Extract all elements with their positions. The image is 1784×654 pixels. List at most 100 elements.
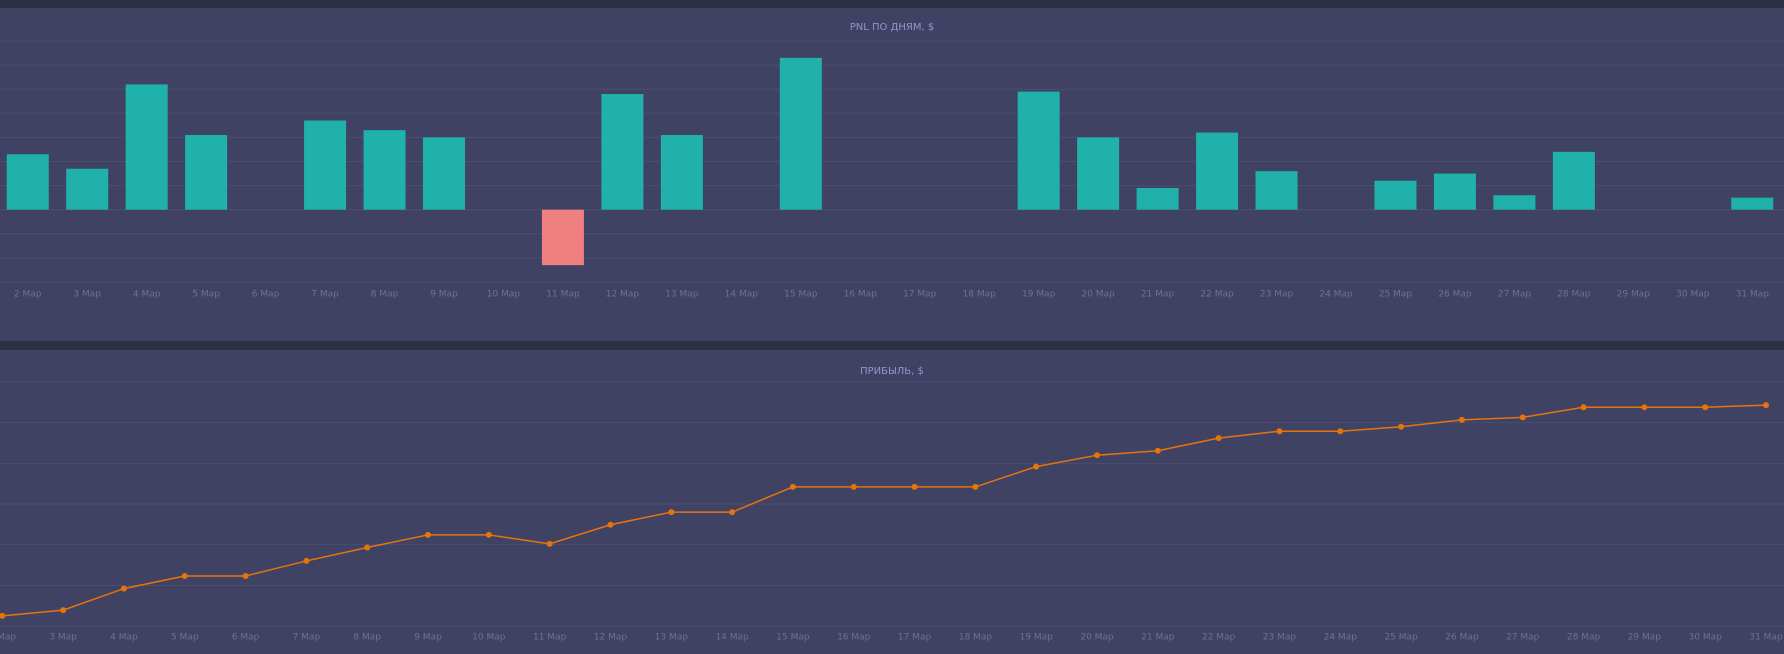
x-tick-label: 17 Мар <box>903 290 937 300</box>
x-tick-label: 31 Мар <box>1736 290 1770 300</box>
chart-title: ПРИБЫЛЬ, $ <box>860 366 924 377</box>
x-tick-label: 24 Мар <box>1324 633 1358 643</box>
x-tick-label: 9 Мар <box>414 633 442 643</box>
x-tick-label: 3 Мар <box>73 290 101 300</box>
bar <box>1433 173 1476 210</box>
x-tick-label: 31 Мар <box>1749 633 1783 643</box>
bar <box>125 84 168 210</box>
x-tick-label: 25 Мар <box>1379 290 1413 300</box>
point <box>607 521 614 528</box>
x-tick-label: 20 Мар <box>1081 290 1115 300</box>
point <box>1763 402 1769 409</box>
point <box>1094 452 1101 459</box>
x-tick-label: 8 Мар <box>371 290 399 300</box>
point <box>364 544 371 551</box>
x-tick-label: 15 Мар <box>784 290 818 300</box>
x-tick-label: 22 Мар <box>1200 290 1234 300</box>
x-tick-label: 5 Мар <box>171 633 199 643</box>
point <box>1215 435 1222 442</box>
x-tick-label: 30 Мар <box>1676 290 1710 300</box>
point <box>425 531 432 538</box>
x-tick-label: 30 Мар <box>1689 633 1723 643</box>
bar <box>1552 151 1595 210</box>
point <box>1398 423 1405 430</box>
bar <box>1493 195 1536 210</box>
x-tick-label: 15 Мар <box>776 633 810 643</box>
bar <box>1255 171 1298 210</box>
point <box>181 572 188 579</box>
bar <box>304 120 347 210</box>
point <box>972 483 979 490</box>
x-tick-label: 16 Мар <box>844 290 878 300</box>
x-tick-label: 23 Мар <box>1263 633 1297 643</box>
chart-title: PNL ПО ДНЯМ, $ <box>850 22 934 33</box>
x-tick-label: 13 Мар <box>655 633 689 643</box>
point <box>668 509 675 516</box>
point <box>242 572 249 579</box>
point <box>789 483 796 490</box>
x-tick-label: 28 Мар <box>1567 633 1601 643</box>
point <box>1580 404 1587 411</box>
point <box>911 483 918 490</box>
x-tick-label: 4 Мар <box>133 290 161 300</box>
x-tick-label: 29 Мар <box>1617 290 1651 300</box>
point <box>1702 404 1709 411</box>
x-tick-label: 29 Мар <box>1628 633 1662 643</box>
point <box>546 540 553 547</box>
x-tick-label: 2 Мар <box>14 290 42 300</box>
x-tick-label: 23 Мар <box>1260 290 1294 300</box>
x-tick-label: 3 Мар <box>49 633 77 643</box>
bar <box>423 137 465 210</box>
point <box>1519 414 1526 421</box>
bar <box>66 168 109 210</box>
line <box>2 404 1767 617</box>
x-tick-label: 12 Мар <box>606 290 640 300</box>
point <box>1033 463 1040 470</box>
x-tick-label: 26 Мар <box>1438 290 1472 300</box>
bar <box>601 94 644 210</box>
bar <box>541 209 584 266</box>
x-tick-label: 16 Мар <box>837 633 871 643</box>
x-tick-label: 5 Мар <box>192 290 220 300</box>
bar <box>185 134 228 210</box>
x-tick-label: 14 Мар <box>715 633 749 643</box>
x-tick-label: 20 Мар <box>1080 633 1114 643</box>
x-tick-label: 6 Мар <box>252 290 280 300</box>
panel <box>0 8 1784 341</box>
x-tick-label: 14 Мар <box>725 290 759 300</box>
bar <box>1017 91 1060 210</box>
point <box>729 509 736 516</box>
bar <box>363 130 406 210</box>
x-tick-label: 4 Мар <box>110 633 138 643</box>
x-tick-label: 26 Мар <box>1445 633 1479 643</box>
x-tick-label: 7 Мар <box>293 633 321 643</box>
bar <box>660 134 703 210</box>
x-tick-label: 17 Мар <box>898 633 932 643</box>
x-tick-label: 27 Мар <box>1498 290 1532 300</box>
x-tick-label: 11 Мар <box>533 633 567 643</box>
point <box>1641 404 1648 411</box>
x-tick-label: 12 Мар <box>594 633 628 643</box>
x-tick-label: 2 Мар <box>0 633 16 643</box>
x-tick-label: 9 Мар <box>430 290 458 300</box>
bar <box>779 57 822 210</box>
bar <box>1077 137 1120 210</box>
point <box>850 483 857 490</box>
x-tick-label: 11 Мар <box>546 290 580 300</box>
x-tick-label: 13 Мар <box>665 290 699 300</box>
x-tick-label: 21 Мар <box>1141 290 1175 300</box>
point <box>485 531 492 538</box>
x-tick-label: 8 Мар <box>353 633 381 643</box>
point <box>120 585 127 592</box>
x-tick-label: 22 Мар <box>1202 633 1236 643</box>
point <box>1337 428 1344 435</box>
bar <box>1136 188 1179 210</box>
x-tick-label: 18 Мар <box>959 633 993 643</box>
point <box>60 607 67 614</box>
point <box>303 557 310 564</box>
bar <box>6 154 49 210</box>
x-tick-label: 10 Мар <box>472 633 506 643</box>
x-tick-label: 18 Мар <box>963 290 997 300</box>
